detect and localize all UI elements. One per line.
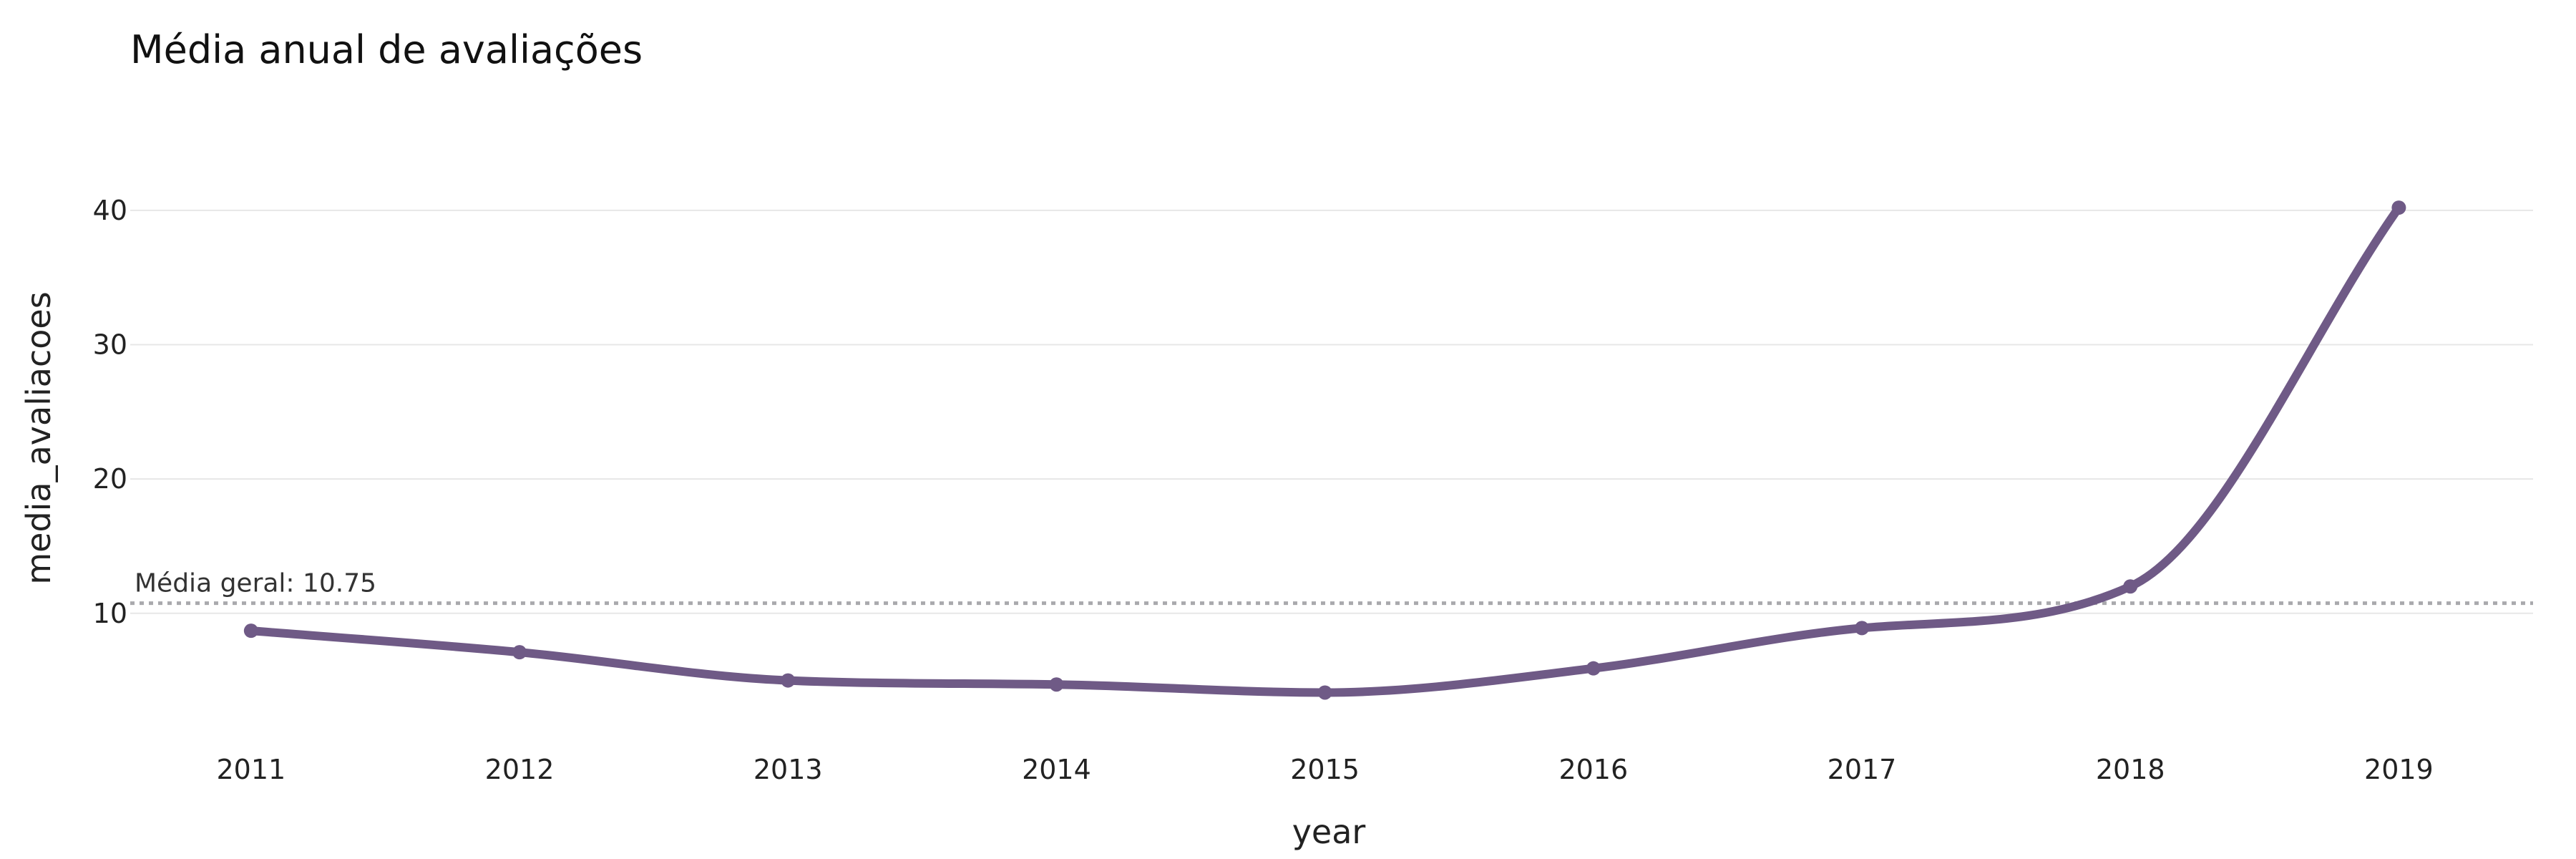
data-point-2017 bbox=[1855, 621, 1870, 636]
x-tick-label: 2017 bbox=[1828, 754, 1897, 785]
x-tick-label: 2013 bbox=[753, 754, 823, 785]
y-tick-label: 30 bbox=[93, 329, 127, 360]
x-tick-label: 2014 bbox=[1022, 754, 1091, 785]
data-point-2015 bbox=[1317, 685, 1332, 700]
y-axis-ticks: 10 20 30 40 bbox=[93, 195, 127, 629]
y-tick-label: 40 bbox=[93, 195, 127, 226]
x-tick-label: 2015 bbox=[1290, 754, 1360, 785]
data-point-2016 bbox=[1586, 661, 1601, 676]
x-axis-ticks: 2011 2012 2013 2014 2015 2016 2017 2018 2019 bbox=[216, 754, 2433, 785]
x-tick-label: 2018 bbox=[2096, 754, 2165, 785]
x-tick-label: 2016 bbox=[1558, 754, 1628, 785]
reference-line-layer: Média geral: 10.75 bbox=[130, 569, 2533, 606]
chart-title: Média anual de avaliações bbox=[130, 27, 643, 72]
x-tick-label: 2011 bbox=[216, 754, 286, 785]
data-point-2013 bbox=[781, 673, 796, 688]
x-tick-label: 2019 bbox=[2364, 754, 2434, 785]
y-tick-label: 20 bbox=[93, 463, 127, 495]
series-line-0 bbox=[246, 203, 2404, 697]
y-axis-title: media_avaliacoes bbox=[19, 291, 58, 584]
y-tick-label: 10 bbox=[93, 598, 127, 629]
x-tick-label: 2012 bbox=[485, 754, 555, 785]
grid-layer bbox=[130, 209, 2533, 614]
data-point-2018 bbox=[2123, 579, 2138, 594]
overall-mean-label: Média geral: 10.75 bbox=[135, 569, 376, 598]
series-layer bbox=[243, 200, 2406, 700]
data-point-2014 bbox=[1049, 677, 1064, 692]
x-axis-title: year bbox=[1292, 812, 1366, 851]
data-point-2019 bbox=[2391, 200, 2406, 215]
data-point-2011 bbox=[243, 623, 258, 639]
data-point-2012 bbox=[512, 645, 527, 660]
